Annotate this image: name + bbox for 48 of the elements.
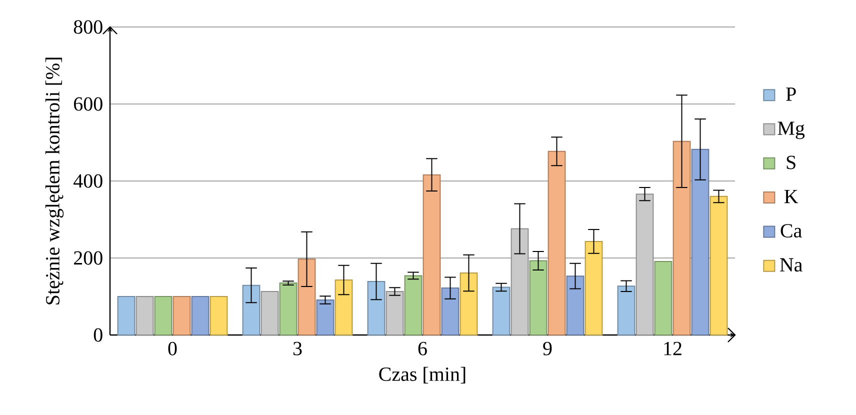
bar xyxy=(654,260,672,336)
legend-label: K xyxy=(784,190,798,204)
bar xyxy=(154,296,172,336)
y-tick-label: 800 xyxy=(74,20,102,34)
y-axis-title: Stężnie względem kontroli [%] xyxy=(45,58,64,304)
bar xyxy=(279,282,298,336)
bar xyxy=(710,196,728,336)
bar xyxy=(492,286,510,336)
bar xyxy=(260,290,279,336)
bar xyxy=(441,288,460,336)
bar xyxy=(672,140,691,336)
legend-label: P xyxy=(786,88,796,101)
bar xyxy=(334,279,353,336)
bar xyxy=(617,286,636,336)
x-axis-title: Czas [min] xyxy=(379,366,466,384)
x-tick-label: 3 xyxy=(293,342,302,356)
bar xyxy=(316,299,334,336)
bar xyxy=(566,276,584,336)
bar xyxy=(136,296,154,336)
y-tick-label: 600 xyxy=(74,97,102,111)
bar xyxy=(386,290,404,336)
x-tick-label: 12 xyxy=(664,342,682,356)
legend-label: Ca xyxy=(780,224,802,238)
y-tick-label: 400 xyxy=(74,174,102,188)
bar xyxy=(529,260,548,336)
bar xyxy=(691,148,710,336)
bar xyxy=(510,228,529,336)
bar xyxy=(404,275,422,336)
bar xyxy=(117,296,136,336)
bar xyxy=(191,296,210,336)
bar xyxy=(210,296,228,336)
legend-label: S xyxy=(786,156,796,170)
bar xyxy=(548,150,566,336)
bar xyxy=(298,258,316,336)
bar xyxy=(584,240,603,336)
x-tick-label: 9 xyxy=(543,342,552,356)
bar xyxy=(172,296,191,336)
bar xyxy=(636,194,654,336)
y-tick-label: 200 xyxy=(74,251,102,265)
bar xyxy=(242,284,260,336)
bar xyxy=(367,280,386,336)
bar xyxy=(460,272,478,336)
y-tick-label: 0 xyxy=(94,328,102,342)
x-tick-label: 6 xyxy=(418,342,427,356)
legend-label: Na xyxy=(780,258,802,272)
x-tick-label: 0 xyxy=(168,342,177,356)
bar xyxy=(422,174,441,336)
legend-label: Mg xyxy=(778,122,805,140)
